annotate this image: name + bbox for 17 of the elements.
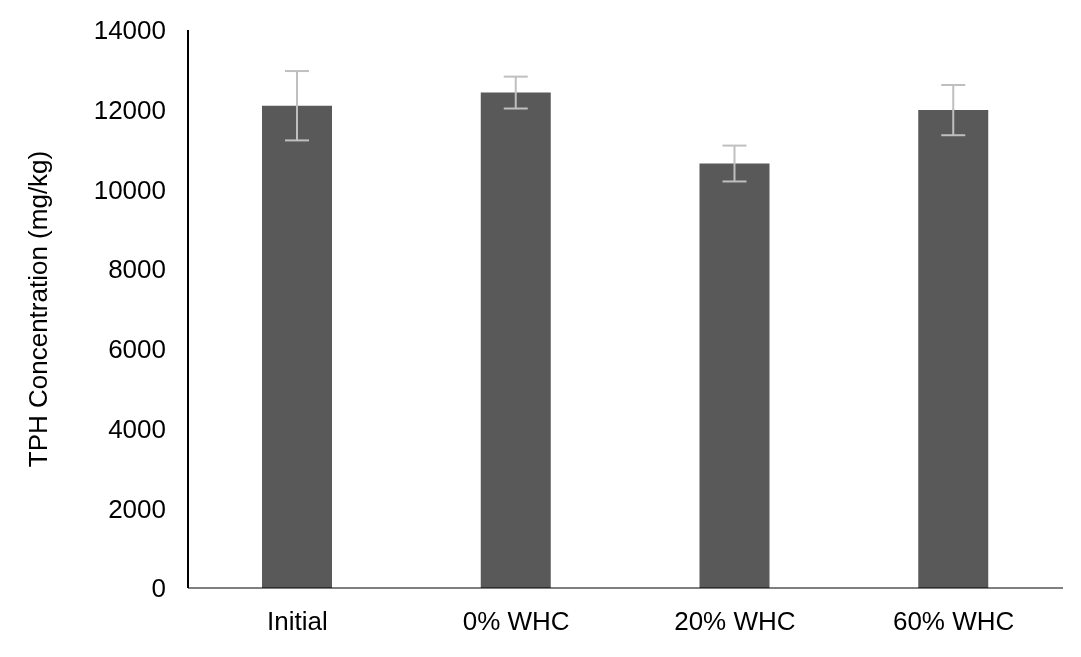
x-tick-label: 20% WHC bbox=[674, 606, 796, 637]
y-tick-label: 4000 bbox=[108, 413, 166, 444]
bar bbox=[699, 163, 770, 588]
y-tick-label: 0 bbox=[151, 573, 166, 604]
y-tick-label: 12000 bbox=[93, 94, 166, 125]
bar bbox=[262, 105, 332, 588]
y-tick-label: 10000 bbox=[93, 174, 166, 205]
y-tick-label: 6000 bbox=[108, 334, 166, 365]
y-tick-label: 14000 bbox=[93, 15, 166, 46]
x-tick-label: Initial bbox=[267, 606, 328, 637]
bar bbox=[918, 110, 989, 588]
y-tick-label: 2000 bbox=[108, 493, 166, 524]
x-tick-label: 60% WHC bbox=[892, 606, 1015, 637]
y-tick-label: 8000 bbox=[108, 254, 166, 285]
bar bbox=[480, 92, 551, 588]
x-tick-label: 0% WHC bbox=[462, 606, 570, 637]
y-axis-title: TPH Concentration (mg/kg) bbox=[23, 150, 54, 468]
